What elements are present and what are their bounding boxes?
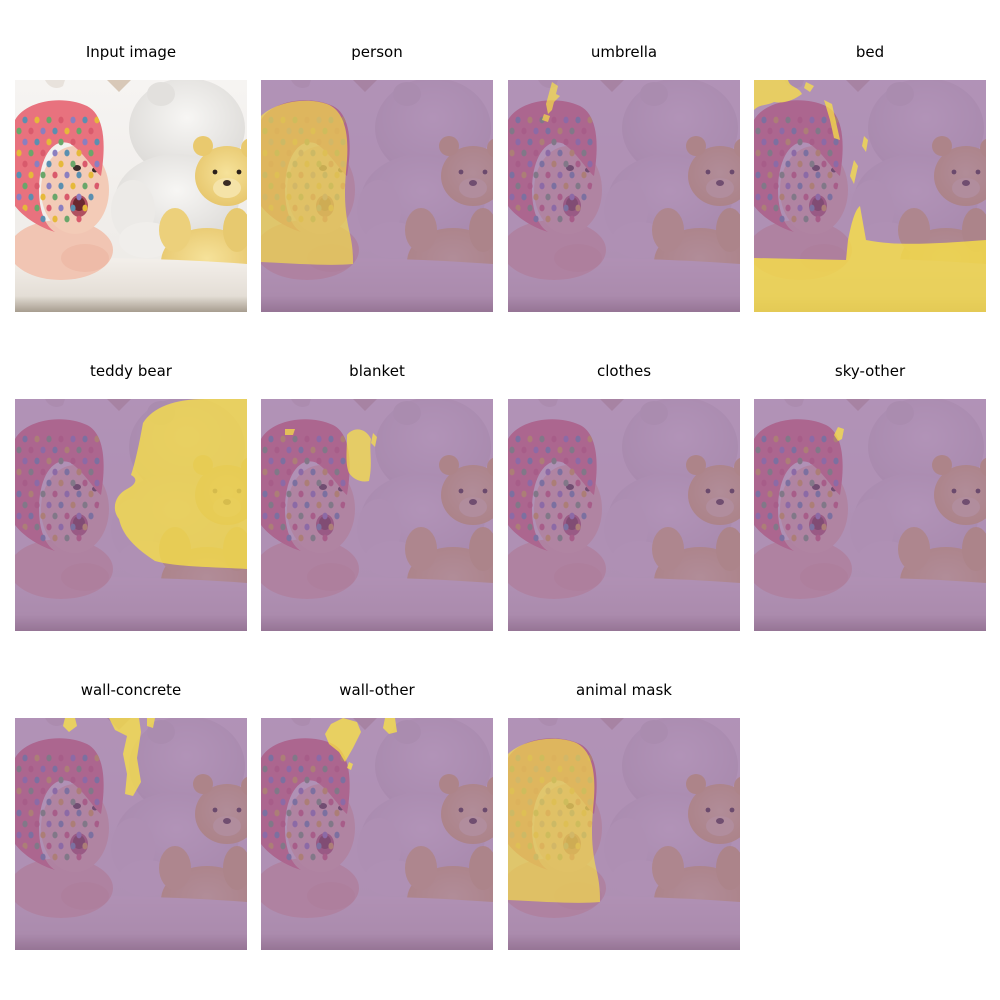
panel-sky-other: sky-other	[754, 357, 986, 631]
panel-title: Input image	[85, 43, 177, 61]
person-image	[261, 80, 493, 312]
panel-blanket: blanket	[261, 357, 493, 631]
wall-concrete-mask-overlay	[15, 718, 247, 950]
panel-animal-mask: animal mask	[508, 676, 740, 950]
panel-wall-other: wall-other	[261, 676, 493, 950]
panel-input-image: Input image	[15, 38, 247, 312]
bed-mask-overlay	[754, 80, 986, 312]
input-image	[15, 80, 247, 312]
umbrella-mask-overlay	[508, 80, 740, 312]
wall-other-image	[261, 718, 493, 950]
bed-image	[754, 80, 986, 312]
panel-title: clothes	[596, 362, 652, 380]
clothes-mask-overlay	[508, 399, 740, 631]
teddy-bear-mask-overlay	[15, 399, 247, 631]
teddy-bear-image	[15, 399, 247, 631]
input-photo	[15, 80, 247, 312]
clothes-image	[508, 399, 740, 631]
panel-person: person	[261, 38, 493, 312]
panel-title: bed	[855, 43, 885, 61]
panel-title: person	[351, 43, 403, 61]
panel-teddy-bear: teddy bear	[15, 357, 247, 631]
blanket-mask-overlay	[261, 399, 493, 631]
panel-title: wall-other	[339, 681, 415, 699]
panel-title: blanket	[349, 362, 405, 380]
wall-concrete-image	[15, 718, 247, 950]
panel-title: wall-concrete	[80, 681, 182, 699]
panel-title: animal mask	[576, 681, 672, 699]
panel-wall-concrete: wall-concrete	[15, 676, 247, 950]
person-mask-overlay	[261, 80, 493, 312]
panel-title: umbrella	[590, 43, 658, 61]
panel-title: sky-other	[834, 362, 906, 380]
sky-other-image	[754, 399, 986, 631]
panel-bed: bed	[754, 38, 986, 312]
umbrella-image	[508, 80, 740, 312]
panel-umbrella: umbrella	[508, 38, 740, 312]
blanket-image	[261, 399, 493, 631]
panel-title: teddy bear	[90, 362, 172, 380]
animal-mask-overlay	[508, 718, 740, 950]
animal-mask-image	[508, 718, 740, 950]
sky-other-mask-overlay	[754, 399, 986, 631]
wall-other-mask-overlay	[261, 718, 493, 950]
panel-clothes: clothes	[508, 357, 740, 631]
